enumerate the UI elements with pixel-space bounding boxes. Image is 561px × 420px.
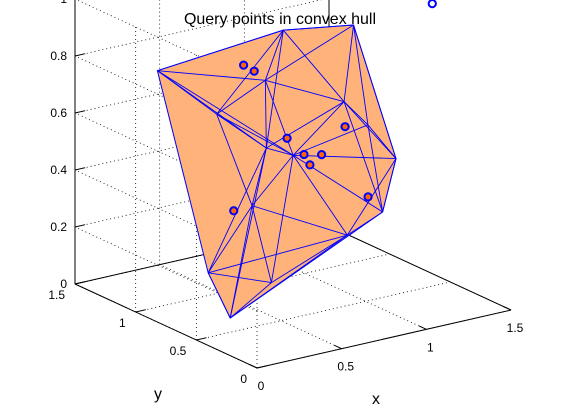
grid-line xyxy=(244,244,427,330)
hull-edge xyxy=(283,24,354,31)
hull-edge xyxy=(292,101,345,156)
y-tick-label: 0.5 xyxy=(170,344,187,358)
x-axis-label: x xyxy=(372,391,380,408)
hull-edge xyxy=(270,155,294,283)
query-point-inside xyxy=(249,66,259,76)
hull-edge xyxy=(347,211,383,236)
z-tick-mark xyxy=(74,53,86,57)
x-axis-line xyxy=(256,309,512,369)
z-tick-label: 0.8 xyxy=(50,49,67,63)
hull-edge xyxy=(157,70,266,81)
x-tick-label: 1.5 xyxy=(507,321,524,335)
query-point-inside xyxy=(305,160,315,170)
y-tick-mark xyxy=(256,365,268,369)
chart-title: Query points in convex hull xyxy=(184,11,376,28)
y-tick-label: 1 xyxy=(119,316,126,330)
z-tick-mark xyxy=(74,281,86,285)
z-tick-mark xyxy=(74,167,86,171)
hull-edge xyxy=(251,205,348,236)
hull-edge xyxy=(343,24,354,102)
hull-edge xyxy=(271,234,348,283)
hull-edge xyxy=(343,101,369,126)
z-tick-mark xyxy=(74,110,86,114)
hull-edge xyxy=(208,234,348,274)
hull-edge xyxy=(282,29,345,102)
hull-edge xyxy=(343,101,397,159)
hull-edge xyxy=(264,80,294,156)
hull-edge xyxy=(208,272,272,284)
hull-edge xyxy=(265,24,354,81)
query-point-inside xyxy=(317,150,327,160)
hull-edge xyxy=(353,24,369,125)
hull-edge xyxy=(207,205,253,274)
hull-edge xyxy=(207,272,231,319)
hull-edge xyxy=(293,154,397,160)
x-tick-label: 1 xyxy=(427,340,434,354)
hull-edge xyxy=(229,234,348,319)
z-tick-label: 0.4 xyxy=(50,163,67,177)
hull-edge xyxy=(292,155,348,236)
hull-edge xyxy=(157,70,294,156)
query-point-outside xyxy=(427,0,437,9)
hull-edge xyxy=(157,70,267,149)
hull-edge xyxy=(229,282,272,319)
grid-line xyxy=(74,283,258,369)
x-tick-mark xyxy=(334,344,342,350)
hull-edge xyxy=(382,158,397,213)
y-tick-mark xyxy=(135,309,146,313)
z-tick-mark xyxy=(74,224,86,228)
query-point-inside xyxy=(239,60,249,70)
hull-edge xyxy=(264,80,267,149)
query-point-inside xyxy=(282,133,292,143)
grid-line xyxy=(76,0,258,84)
hull-edge xyxy=(216,79,266,115)
x-tick-mark xyxy=(249,364,258,369)
hull-edge xyxy=(265,79,345,103)
hull-edge xyxy=(343,101,384,213)
query-points xyxy=(229,0,437,216)
z-tick-label: 1 xyxy=(60,0,67,6)
query-point-inside xyxy=(340,122,350,132)
x-tick-label: 0 xyxy=(258,379,265,393)
hull-edge xyxy=(266,147,294,156)
x-tick-label: 0.5 xyxy=(337,360,354,374)
y-tick-label: 1.5 xyxy=(48,288,65,302)
hull-edge xyxy=(265,30,284,149)
grid-line xyxy=(74,112,258,198)
convex-hull-surface xyxy=(156,24,397,319)
z-tick-label: 0.6 xyxy=(50,106,67,120)
x-tick-mark xyxy=(418,325,427,330)
grid-line xyxy=(74,169,258,255)
x-tick-mark xyxy=(503,306,512,311)
y-tick-mark xyxy=(196,337,207,341)
hull-edge xyxy=(229,147,267,319)
y-axis-label: y xyxy=(154,386,162,403)
z-tick-label: 0 xyxy=(60,277,67,291)
query-point-inside xyxy=(229,206,239,216)
hull-edge xyxy=(157,29,284,72)
tick-labels: 00.511.500.511.500.20.40.60.81 xyxy=(48,0,523,393)
hull-edge xyxy=(266,101,345,149)
grid-line xyxy=(328,225,512,311)
hull-edge xyxy=(264,30,284,81)
query-point-inside xyxy=(299,149,309,160)
query-point-inside xyxy=(363,192,373,202)
hull-edge xyxy=(216,113,294,156)
hull-edge xyxy=(251,205,272,283)
grid-line xyxy=(74,226,258,312)
hull-edge xyxy=(251,154,294,206)
z-tick-label: 0.2 xyxy=(50,220,67,234)
grid-line xyxy=(159,264,342,350)
hull-edge xyxy=(367,124,384,213)
y-tick-label: 0 xyxy=(240,372,247,386)
hull-edge xyxy=(353,24,397,159)
